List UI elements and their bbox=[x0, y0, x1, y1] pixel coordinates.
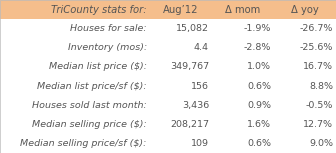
Text: Inventory (mos):: Inventory (mos): bbox=[68, 43, 147, 52]
Text: 156: 156 bbox=[191, 82, 209, 91]
Text: Median list price/sf ($):: Median list price/sf ($): bbox=[37, 82, 147, 91]
Bar bbox=[0, 0, 336, 19]
Text: Δ yoy: Δ yoy bbox=[291, 5, 319, 15]
Text: 0.6%: 0.6% bbox=[247, 139, 271, 148]
Text: 1.6%: 1.6% bbox=[247, 120, 271, 129]
Bar bbox=[0, 96, 336, 115]
Text: Houses sold last month:: Houses sold last month: bbox=[32, 101, 147, 110]
Bar bbox=[0, 76, 336, 96]
Text: 12.7%: 12.7% bbox=[303, 120, 333, 129]
Text: 1.0%: 1.0% bbox=[247, 62, 271, 71]
Text: 4.4: 4.4 bbox=[194, 43, 209, 52]
Text: Median selling price ($):: Median selling price ($): bbox=[32, 120, 147, 129]
Text: Median list price ($):: Median list price ($): bbox=[49, 62, 147, 71]
Text: 3,436: 3,436 bbox=[182, 101, 209, 110]
Text: Houses for sale:: Houses for sale: bbox=[70, 24, 147, 33]
Text: 9.0%: 9.0% bbox=[309, 139, 333, 148]
Text: TriCounty stats for:: TriCounty stats for: bbox=[51, 5, 147, 15]
Text: Median selling price/sf ($):: Median selling price/sf ($): bbox=[20, 139, 147, 148]
Bar bbox=[0, 115, 336, 134]
Text: -25.6%: -25.6% bbox=[300, 43, 333, 52]
Text: -0.5%: -0.5% bbox=[306, 101, 333, 110]
Text: Δ mom: Δ mom bbox=[225, 5, 260, 15]
Text: 208,217: 208,217 bbox=[170, 120, 209, 129]
Bar bbox=[0, 57, 336, 76]
Text: 109: 109 bbox=[191, 139, 209, 148]
Text: -26.7%: -26.7% bbox=[300, 24, 333, 33]
Bar bbox=[0, 19, 336, 38]
Text: 15,082: 15,082 bbox=[176, 24, 209, 33]
Text: 0.9%: 0.9% bbox=[247, 101, 271, 110]
Text: -1.9%: -1.9% bbox=[244, 24, 271, 33]
Text: Aug’12: Aug’12 bbox=[163, 5, 198, 15]
Text: 8.8%: 8.8% bbox=[309, 82, 333, 91]
Text: 16.7%: 16.7% bbox=[303, 62, 333, 71]
Text: -2.8%: -2.8% bbox=[244, 43, 271, 52]
Text: 349,767: 349,767 bbox=[170, 62, 209, 71]
Text: 0.6%: 0.6% bbox=[247, 82, 271, 91]
Bar bbox=[0, 38, 336, 57]
Bar bbox=[0, 134, 336, 153]
